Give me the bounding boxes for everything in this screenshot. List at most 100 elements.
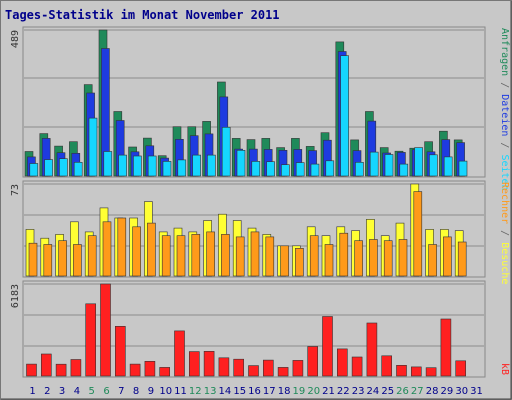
legend-part: Rechner — [499, 182, 510, 224]
kb-bar — [248, 365, 259, 377]
legend-part: / — [499, 136, 510, 154]
rechner-bar — [132, 226, 141, 277]
day-label: 16 — [248, 386, 261, 397]
seiten-bar — [236, 150, 246, 177]
seiten-bar — [310, 163, 320, 177]
day-label: 24 — [367, 386, 380, 397]
legend-part: Dateien — [499, 94, 510, 136]
seiten-bar — [221, 127, 231, 177]
rechner-bar — [324, 244, 334, 277]
kb-bar — [262, 359, 274, 377]
rechner-bar — [73, 244, 82, 277]
rechner-bar — [87, 235, 97, 277]
rechner-bar — [250, 231, 260, 277]
rechner-bar — [413, 191, 423, 277]
day-label: 14 — [219, 386, 232, 397]
seiten-bar — [429, 154, 438, 177]
legend-part: / — [499, 224, 510, 242]
day-label: 10 — [159, 386, 172, 397]
rechner-bar — [339, 232, 349, 277]
rechner-bar — [280, 245, 289, 277]
legend-part: Seiten — [499, 154, 510, 190]
visits-legend: Rechner / Besuche — [499, 182, 510, 284]
day-label: 2 — [44, 386, 50, 397]
day-label: 9 — [148, 386, 154, 397]
day-label: 11 — [174, 386, 187, 397]
seiten-bar — [147, 155, 157, 177]
hits-y-max-label: 489 — [10, 30, 21, 48]
rechner-bar — [102, 221, 112, 277]
day-label: 6 — [103, 386, 109, 397]
seiten-bar — [59, 158, 68, 177]
kb-bar — [159, 367, 170, 377]
rechner-bar — [176, 235, 186, 277]
hits-legend: Anfragen / Dateien / Seiten — [499, 28, 510, 191]
kb-bar — [129, 363, 141, 377]
kb-bar — [55, 363, 67, 377]
seiten-bar — [414, 147, 423, 177]
day-label: 18 — [278, 386, 291, 397]
day-label: 31 — [470, 386, 483, 397]
day-label: 1 — [29, 386, 35, 397]
rechner-bar — [398, 239, 408, 277]
seiten-bar — [443, 156, 453, 177]
day-label: 3 — [59, 386, 65, 397]
seiten-bar — [192, 154, 201, 177]
seiten-bar — [355, 162, 364, 177]
legend-part: Besuche — [499, 242, 510, 284]
kb-bar — [233, 358, 244, 377]
day-label: 12 — [189, 386, 202, 397]
day-axis: 1 2 3 4 5 6 7 8 9 10 11 12 13 14 15 16 17 18 19 20 21 22 23 24 2… — [29, 386, 483, 397]
rechner-bar — [28, 242, 38, 277]
seiten-bar — [177, 159, 187, 177]
kb-bar — [189, 351, 200, 377]
day-label: 19 — [293, 386, 306, 397]
rechner-bar — [309, 235, 319, 277]
kb-bar — [144, 360, 156, 377]
day-label: 8 — [133, 386, 139, 397]
kb-y-max-label: 6183 — [10, 284, 21, 308]
kb-bar — [336, 348, 348, 377]
day-label: 26 — [396, 386, 409, 397]
chart-bars — [24, 29, 468, 377]
rechner-bar — [58, 240, 67, 277]
day-label: 27 — [411, 386, 424, 397]
seiten-bar — [133, 155, 142, 177]
kb-legend: kB — [499, 363, 510, 375]
day-label: 15 — [233, 386, 246, 397]
seiten-bar — [207, 154, 216, 177]
rechner-bar — [147, 222, 156, 277]
seiten-bar — [44, 159, 53, 177]
seiten-bar — [399, 163, 409, 177]
day-label: 13 — [204, 386, 217, 397]
seiten-bar — [162, 161, 172, 177]
rechner-bar — [443, 236, 452, 277]
kb-bar — [322, 316, 333, 377]
seiten-bar — [29, 163, 39, 177]
day-label: 28 — [426, 386, 439, 397]
seiten-bar — [73, 162, 83, 177]
kb-bar — [440, 318, 452, 377]
legend-part: kB — [499, 363, 510, 375]
kb-bar — [203, 350, 215, 377]
rechner-bar — [295, 248, 304, 277]
seiten-bar — [266, 161, 275, 177]
seiten-bar — [369, 151, 379, 177]
day-label: 22 — [337, 386, 350, 397]
rechner-bar — [369, 239, 378, 277]
rechner-bar — [235, 236, 245, 277]
day-label: 29 — [441, 386, 454, 397]
rechner-bar — [457, 241, 467, 277]
rechner-bar — [191, 234, 201, 277]
day-label: 20 — [307, 386, 320, 397]
day-label: 23 — [352, 386, 365, 397]
kb-bar — [366, 322, 378, 377]
seiten-bar — [88, 117, 98, 177]
rechner-bar — [354, 240, 363, 277]
seiten-bar — [384, 154, 394, 177]
seiten-bar — [325, 160, 335, 177]
day-label: 17 — [263, 386, 276, 397]
seiten-bar — [118, 154, 127, 177]
kb-bar — [455, 360, 467, 377]
